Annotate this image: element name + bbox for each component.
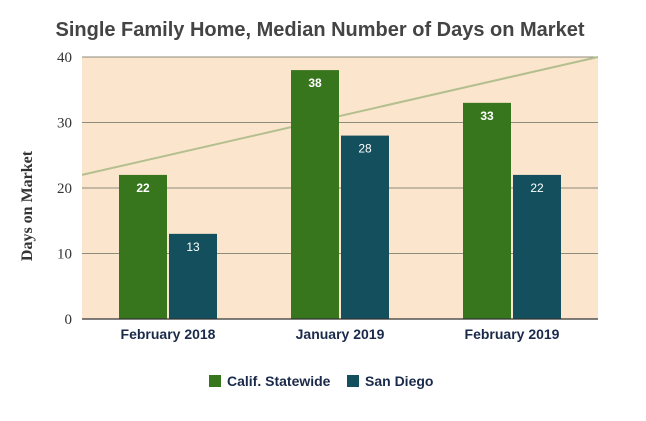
- data-label: 33: [480, 109, 494, 123]
- bars: [119, 70, 561, 319]
- y-tick-label: 30: [57, 116, 72, 132]
- bar-calif-statewide: [463, 102, 511, 319]
- bar-calif-statewide: [291, 70, 339, 319]
- data-label: 28: [358, 142, 372, 156]
- data-label: 13: [186, 240, 200, 254]
- x-tick-label: February 2018: [121, 326, 216, 342]
- data-label: 38: [308, 76, 322, 90]
- gridlines: [82, 56, 598, 254]
- trendline-layer: [81, 56, 599, 176]
- legend-swatch: [347, 375, 359, 387]
- y-tick-label: 40: [57, 50, 72, 66]
- x-tick-label: January 2019: [296, 326, 385, 342]
- x-tick-label: February 2019: [465, 326, 560, 342]
- bar-san-diego: [169, 233, 217, 319]
- y-tick-label: 20: [57, 181, 72, 197]
- bar-san-diego: [513, 174, 561, 319]
- trendline: [81, 56, 599, 176]
- chart-title: Single Family Home, Median Number of Day…: [55, 19, 584, 41]
- y-tick-label: 0: [65, 312, 73, 328]
- legend: Calif. Statewide San Diego: [209, 373, 433, 389]
- data-label: 22: [530, 181, 544, 195]
- data-labels: 22 13 38 28 33 22: [136, 76, 544, 254]
- legend-label: San Diego: [365, 373, 433, 389]
- y-axis-label: Days on Market: [19, 150, 36, 261]
- y-tick-label: 10: [57, 247, 72, 263]
- legend-swatch: [209, 375, 221, 387]
- bar-san-diego: [341, 135, 389, 319]
- legend-label: Calif. Statewide: [227, 373, 331, 389]
- data-label: 22: [136, 181, 150, 195]
- axes: 0 10 20 30 40 February 2018 January 2019 Februa…: [57, 50, 598, 342]
- bar-calif-statewide: [119, 174, 167, 319]
